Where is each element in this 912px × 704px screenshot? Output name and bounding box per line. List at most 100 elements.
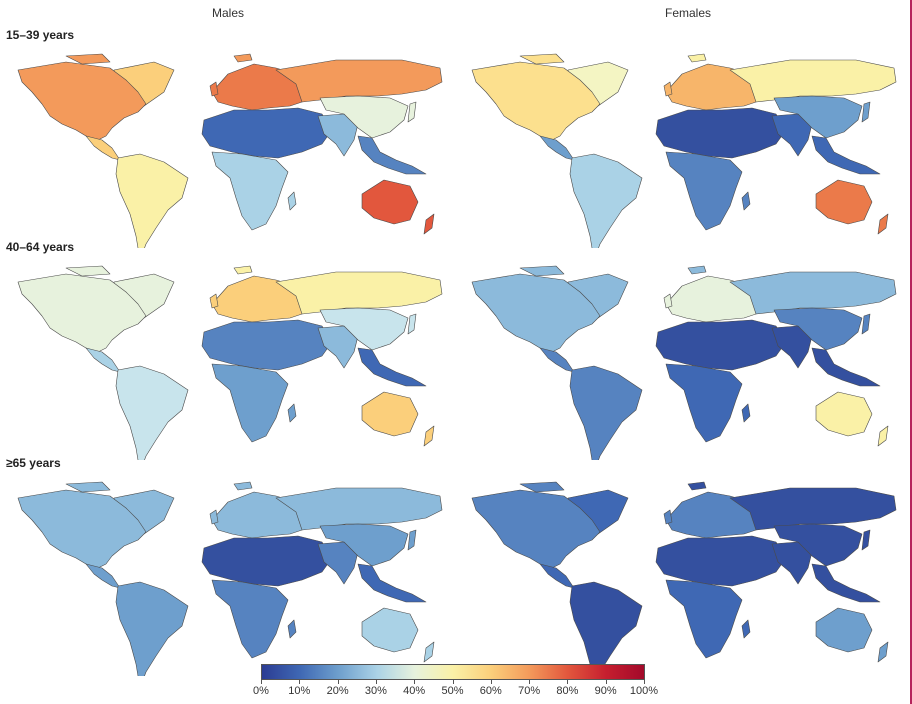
region-south-america [115, 581, 189, 676]
legend-tick [452, 680, 454, 684]
region-south-america [115, 153, 189, 248]
island-svalbard [687, 481, 707, 491]
region-russia-central-asia [275, 487, 443, 531]
region-southeast-asia [357, 347, 427, 387]
region-oceania [815, 607, 873, 653]
region-north-africa-middle-east [655, 535, 787, 587]
region-north-america [17, 273, 147, 353]
island-japan [861, 313, 871, 335]
island-arctic-1 [519, 265, 565, 277]
region-north-america [471, 273, 601, 353]
world-map [471, 481, 897, 676]
region-oceania [361, 179, 419, 225]
island-new-zealand [423, 641, 435, 663]
island-arctic-1 [65, 53, 111, 65]
island-madagascar [741, 619, 751, 639]
region-russia-central-asia [275, 271, 443, 315]
region-southeast-asia [811, 563, 881, 603]
legend-tick-label: 10% [288, 685, 311, 697]
map-65-males [6, 476, 452, 676]
island-new-zealand [423, 425, 435, 447]
legend-tick-label: 50% [441, 685, 464, 697]
region-sub-saharan-africa [665, 579, 743, 659]
region-southeast-asia [811, 135, 881, 175]
island-arctic-1 [519, 481, 565, 493]
region-oceania [361, 391, 419, 437]
world-map [471, 53, 897, 248]
region-central-america [85, 347, 121, 373]
region-sub-saharan-africa [665, 151, 743, 231]
island-madagascar [741, 191, 751, 211]
region-north-africa-middle-east [201, 107, 333, 159]
region-sub-saharan-africa [211, 579, 289, 659]
island-uk [663, 81, 673, 97]
island-uk [209, 293, 219, 309]
region-north-africa-middle-east [201, 535, 333, 587]
island-svalbard [687, 53, 707, 63]
island-japan [407, 101, 417, 123]
region-east-asia [773, 523, 863, 567]
island-madagascar [741, 403, 751, 423]
region-north-africa-middle-east [655, 107, 787, 159]
legend-tick [337, 680, 339, 684]
region-russia-central-asia [729, 59, 897, 103]
island-japan [861, 529, 871, 551]
column-title-males: Males [212, 6, 245, 20]
island-new-zealand [877, 213, 889, 235]
island-arctic-1 [65, 265, 111, 277]
map-40-64-males [6, 260, 452, 460]
map-15-39-males [6, 48, 452, 248]
region-east-asia [773, 95, 863, 139]
legend-tick-label: 20% [326, 685, 349, 697]
island-svalbard [233, 481, 253, 491]
legend-tick-label: 40% [403, 685, 426, 697]
region-central-america [539, 135, 575, 161]
region-sub-saharan-africa [211, 151, 289, 231]
island-japan [861, 101, 871, 123]
region-oceania [815, 179, 873, 225]
page-edge-line [910, 0, 912, 704]
region-sub-saharan-africa [665, 363, 743, 443]
island-madagascar [287, 403, 297, 423]
map-15-39-females [460, 48, 906, 248]
region-south-america [569, 365, 643, 460]
region-central-america [539, 563, 575, 589]
island-new-zealand [877, 641, 889, 663]
island-madagascar [287, 619, 297, 639]
world-map [17, 53, 443, 248]
region-russia-central-asia [729, 271, 897, 315]
region-south-america [569, 581, 643, 676]
region-russia-central-asia [729, 487, 897, 531]
region-central-america [539, 347, 575, 373]
island-uk [209, 509, 219, 525]
region-southeast-asia [357, 563, 427, 603]
legend-tick [644, 680, 645, 684]
legend-tick-label: 60% [479, 685, 502, 697]
row-title-40-64: 40–64 years [6, 240, 75, 254]
region-north-america [17, 489, 147, 569]
world-map [17, 265, 443, 460]
island-svalbard [233, 265, 253, 275]
region-north-africa-middle-east [201, 319, 333, 371]
region-central-america [85, 563, 121, 589]
row-title-65plus: ≥65 years [6, 456, 61, 470]
legend-tick-label: 100% [629, 685, 659, 697]
region-oceania [361, 607, 419, 653]
region-north-america [17, 61, 147, 141]
column-title-females: Females [665, 6, 712, 20]
legend-tick [529, 680, 531, 684]
row-title-15-39: 15–39 years [6, 28, 75, 42]
region-south-america [115, 365, 189, 460]
region-oceania [815, 391, 873, 437]
legend-tick-label: 90% [594, 685, 617, 697]
legend-tick-label: 70% [518, 685, 541, 697]
island-uk [663, 293, 673, 309]
island-japan [407, 313, 417, 335]
legend-tick-label: 80% [556, 685, 579, 697]
world-map [471, 265, 897, 460]
region-east-asia [319, 523, 409, 567]
region-southeast-asia [357, 135, 427, 175]
legend-tick-label: 0% [253, 685, 269, 697]
legend-tick-label: 30% [364, 685, 387, 697]
region-east-asia [319, 307, 409, 351]
